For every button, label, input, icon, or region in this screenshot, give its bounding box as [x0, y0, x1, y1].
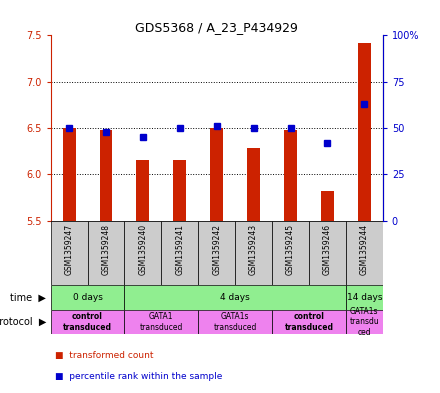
Text: ■  transformed count: ■ transformed count [55, 351, 154, 360]
Bar [173, 160, 186, 220]
Text: GATA1s
transdu
ced: GATA1s transdu ced [349, 307, 379, 337]
Text: protocol  ▶: protocol ▶ [0, 317, 46, 327]
Bar [309, 220, 346, 285]
Text: GSM1359245: GSM1359245 [286, 224, 295, 275]
Bar [51, 220, 88, 285]
Bar [272, 310, 346, 334]
Bar [198, 220, 235, 285]
Bar [125, 310, 198, 334]
Bar [125, 220, 161, 285]
Text: ■  percentile rank within the sample: ■ percentile rank within the sample [55, 372, 222, 381]
Bar [235, 220, 272, 285]
Bar [284, 130, 297, 220]
Bar [210, 128, 223, 220]
Bar [88, 220, 125, 285]
Text: control
transduced: control transduced [285, 312, 334, 332]
Bar [346, 310, 383, 334]
Text: GSM1359244: GSM1359244 [360, 224, 369, 275]
Text: GATA1s
transduced: GATA1s transduced [213, 312, 257, 332]
Text: GATA1
transduced: GATA1 transduced [139, 312, 183, 332]
Text: 14 days: 14 days [347, 293, 382, 302]
Bar [161, 220, 198, 285]
Bar [125, 285, 346, 310]
Bar [272, 220, 309, 285]
Text: GSM1359240: GSM1359240 [138, 224, 147, 275]
Text: GSM1359241: GSM1359241 [175, 224, 184, 275]
Bar [247, 148, 260, 220]
Text: GSM1359243: GSM1359243 [249, 224, 258, 275]
Text: GSM1359242: GSM1359242 [212, 224, 221, 275]
Bar [51, 285, 125, 310]
Text: 4 days: 4 days [220, 293, 250, 302]
Bar [136, 160, 149, 220]
Bar [51, 310, 125, 334]
Bar [321, 191, 334, 220]
Title: GDS5368 / A_23_P434929: GDS5368 / A_23_P434929 [135, 21, 298, 34]
Bar [346, 285, 383, 310]
Bar [62, 128, 76, 220]
Text: GSM1359246: GSM1359246 [323, 224, 332, 275]
Text: GSM1359248: GSM1359248 [102, 224, 110, 275]
Text: control
transduced: control transduced [63, 312, 112, 332]
Bar [358, 43, 371, 220]
Bar [346, 220, 383, 285]
Bar [99, 130, 113, 220]
Bar [198, 310, 272, 334]
Text: 0 days: 0 days [73, 293, 103, 302]
Text: time  ▶: time ▶ [10, 292, 46, 303]
Text: GSM1359247: GSM1359247 [65, 224, 73, 275]
